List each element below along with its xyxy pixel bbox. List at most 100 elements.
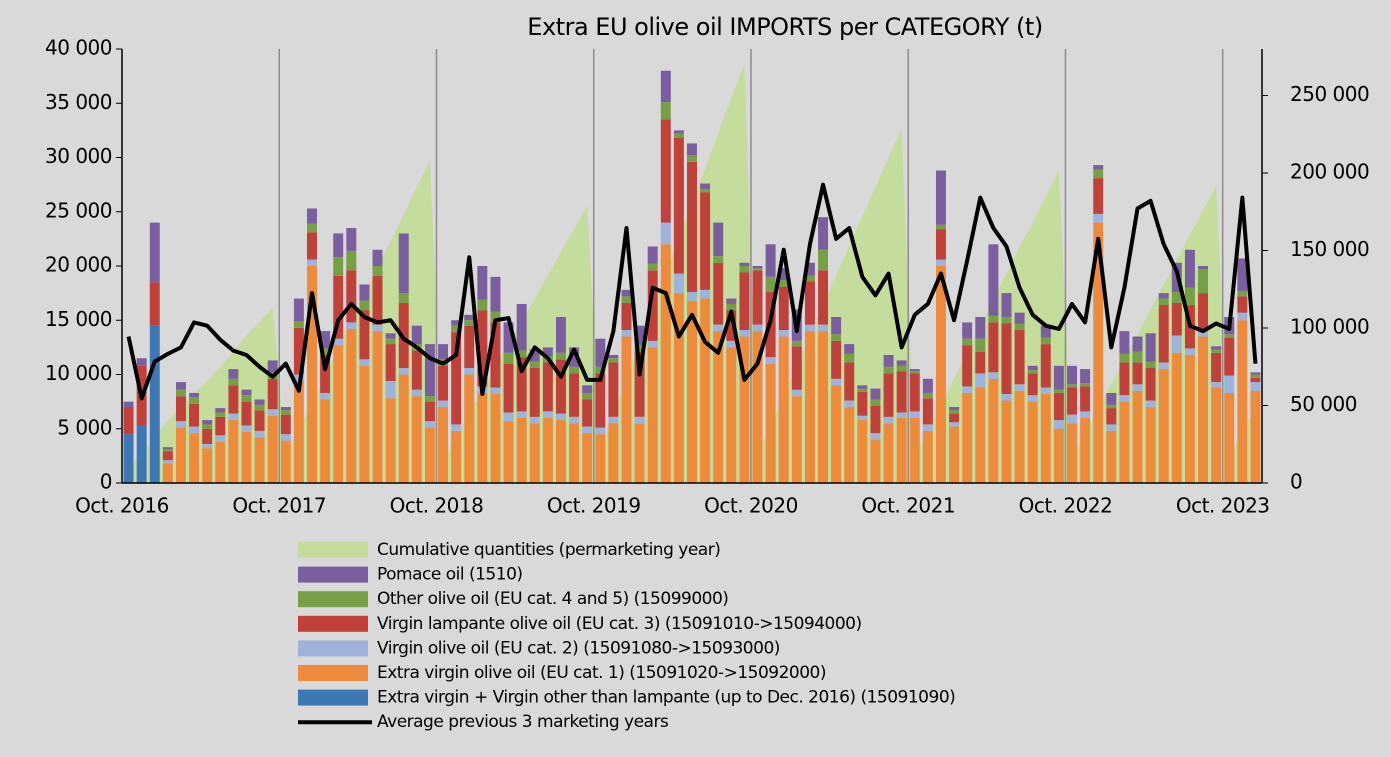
bar-segment [608, 423, 619, 483]
bar-segment [582, 385, 593, 393]
bar-segment [241, 395, 252, 402]
bar-segment [595, 434, 606, 483]
bar-segment [477, 310, 488, 387]
bar-segment [162, 447, 173, 450]
bar-segment [752, 331, 763, 483]
bar-segment [1224, 375, 1235, 393]
bar-segment [818, 331, 829, 483]
bar-segment [372, 324, 383, 332]
bar-segment [909, 411, 920, 418]
bar-segment [516, 411, 527, 418]
bar-segment [660, 222, 671, 245]
bar-segment [896, 412, 907, 418]
bar-segment [320, 331, 331, 349]
bar-segment [372, 249, 383, 266]
bar-segment [320, 399, 331, 483]
bar-segment [1237, 290, 1248, 297]
bar-segment [162, 449, 173, 452]
bar-segment [451, 320, 462, 326]
bar-segment [883, 354, 894, 367]
bar-segment [293, 381, 304, 483]
bar-segment [595, 366, 606, 374]
bar-segment [333, 275, 344, 339]
bar-segment [949, 422, 960, 427]
chart-title: Extra EU olive oil IMPORTS per CATEGORY … [527, 13, 1042, 41]
bar-segment [949, 426, 960, 483]
bar-segment [831, 340, 842, 379]
x-tick-label: Oct. 2022 [1019, 494, 1113, 518]
bar-segment [621, 336, 632, 483]
bar-segment [1080, 383, 1091, 387]
bar-segment [516, 350, 527, 358]
bar-segment [162, 460, 173, 464]
bar-segment [1080, 417, 1091, 483]
bar-segment [215, 435, 226, 442]
bar-segment [831, 378, 842, 386]
bar-segment [228, 420, 239, 483]
bar-segment [451, 430, 462, 483]
bar-segment [634, 345, 645, 352]
bar-segment [424, 401, 435, 422]
bar-segment [189, 426, 200, 434]
bar-segment [1171, 335, 1182, 353]
bar-segment [883, 373, 894, 417]
bar-segment [713, 262, 724, 325]
bar-segment [700, 188, 711, 193]
bar-segment [503, 322, 514, 353]
bar-segment [228, 369, 239, 379]
bar-segment [333, 338, 344, 346]
bar-segment [988, 378, 999, 483]
bar-segment [804, 262, 815, 276]
bar-segment [189, 397, 200, 404]
bar-segment [870, 439, 881, 483]
bar-segment [1132, 351, 1143, 363]
y-tick-label: 10 000 [45, 361, 112, 385]
bar-segment [307, 259, 317, 266]
y-tick-label: 35 000 [45, 90, 112, 114]
bar-segment [922, 392, 933, 399]
bar-segment [621, 302, 632, 331]
bar-segment [254, 430, 265, 438]
bar-segment [149, 222, 160, 283]
bar-segment [398, 374, 409, 483]
bar-segment [464, 320, 475, 326]
bar-segment [464, 314, 475, 321]
bar-segment [700, 298, 711, 483]
bar-segment [228, 378, 239, 386]
average-line [126, 182, 1258, 401]
legend-label: Virgin lampante olive oil (EU cat. 3) (1… [377, 614, 862, 634]
bar-segment [1132, 336, 1143, 352]
bar-segment [490, 394, 501, 483]
bar-segment [307, 232, 317, 260]
bar-segment [752, 266, 763, 269]
bar-segment [634, 351, 645, 417]
bar-segment [123, 407, 134, 435]
bar-segment [1171, 352, 1182, 483]
bar-segment [1067, 384, 1077, 388]
bar-segment [411, 325, 422, 345]
bar-segment [647, 263, 658, 271]
bar-segment [477, 299, 488, 311]
legend-label: Extra virgin olive oil (EU cat. 1) (1509… [377, 663, 826, 683]
bar-segment [1080, 369, 1091, 384]
bar-segment [922, 378, 933, 393]
bar-segment [320, 392, 331, 400]
bar-segment [1237, 312, 1248, 321]
bar-segment [569, 416, 580, 424]
bar-segment [398, 293, 409, 303]
legend-label: Average previous 3 marketing years [377, 712, 669, 732]
bar-segment [451, 325, 462, 333]
bar-segment [647, 340, 658, 348]
bar-segment [870, 388, 881, 400]
bar-segment [359, 359, 370, 366]
bar-segment [949, 407, 960, 411]
legend-swatch [298, 689, 368, 706]
x-tick-label: Oct. 2017 [232, 494, 326, 518]
bar-segment [490, 387, 501, 395]
bar-segment [700, 192, 711, 290]
bar-segment [136, 358, 147, 366]
bar-segment [726, 310, 737, 341]
bar-segment [555, 420, 566, 483]
bar-segment [778, 286, 789, 331]
bar-segment [608, 416, 619, 424]
